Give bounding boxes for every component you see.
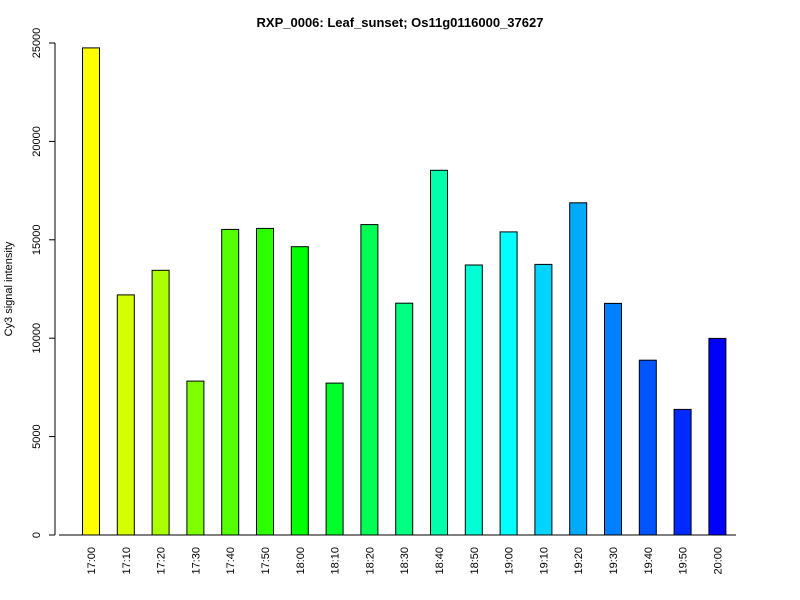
y-tick-label-15000: 15000 xyxy=(31,225,43,256)
chart-title: RXP_0006: Leaf_sunset; Os11g0116000_3762… xyxy=(257,15,544,30)
bar-1800 xyxy=(290,246,309,536)
x-tick-label-1830: 18:30 xyxy=(399,547,411,575)
y-axis-label: Cy3 signal intensity xyxy=(3,241,15,336)
bar-1850 xyxy=(464,264,483,536)
x-tick-label-1740: 17:40 xyxy=(225,547,237,575)
bar-1920 xyxy=(569,202,588,536)
bar-1710 xyxy=(116,294,135,536)
x-tick-label-1730: 17:30 xyxy=(190,547,202,575)
y-tick-label-0: 0 xyxy=(31,532,43,538)
bars-group xyxy=(82,47,727,536)
bar-1940 xyxy=(638,359,657,536)
bar-1910 xyxy=(534,263,553,536)
x-tick-label-1930: 19:30 xyxy=(608,547,620,575)
x-tick-label-1940: 19:40 xyxy=(643,547,655,575)
bar-1830 xyxy=(395,302,414,536)
x-tick-label-1920: 19:20 xyxy=(573,547,585,575)
bar-1810 xyxy=(325,382,344,536)
bar-1730 xyxy=(186,380,205,536)
bar-1950 xyxy=(673,408,692,536)
x-tick-label-1700: 17:00 xyxy=(86,547,98,575)
y-axis: 0 5000 10000 15000 20000 25000 xyxy=(31,28,56,538)
bar-1840 xyxy=(430,169,448,536)
y-tick-label-25000: 25000 xyxy=(31,28,43,59)
y-tick-label-20000: 20000 xyxy=(31,126,43,157)
bar-2000 xyxy=(708,337,727,536)
bar-1750 xyxy=(256,227,274,536)
x-tick-label-1720: 17:20 xyxy=(156,547,168,575)
bar-1930 xyxy=(604,302,622,536)
x-tick-label-1750: 17:50 xyxy=(260,547,272,575)
x-axis: 17:00 17:10 17:20 17:30 17:40 17:50 18:00 18:10… xyxy=(59,534,736,575)
bar-1700 xyxy=(82,47,100,536)
x-tick-label-1950: 19:50 xyxy=(678,547,690,575)
x-tick-label-1800: 18:00 xyxy=(295,547,307,575)
x-tick-label-1900: 19:00 xyxy=(504,547,516,575)
y-tick-label-10000: 10000 xyxy=(31,323,43,354)
bar-1720 xyxy=(151,269,170,536)
y-tick-label-5000: 5000 xyxy=(31,424,43,448)
bar-1900 xyxy=(499,231,518,536)
x-tick-label-1840: 18:40 xyxy=(434,547,446,575)
x-tick-label-1850: 18:50 xyxy=(469,547,481,575)
bar-1740 xyxy=(221,228,240,536)
x-tick-label-1810: 18:10 xyxy=(330,547,342,575)
x-tick-label-1820: 18:20 xyxy=(364,547,376,575)
x-tick-label-2000: 20:00 xyxy=(712,547,724,575)
x-tick-label-1910: 19:10 xyxy=(538,547,550,575)
x-tick-label-1710: 17:10 xyxy=(121,547,133,575)
bar-1820 xyxy=(360,224,379,536)
